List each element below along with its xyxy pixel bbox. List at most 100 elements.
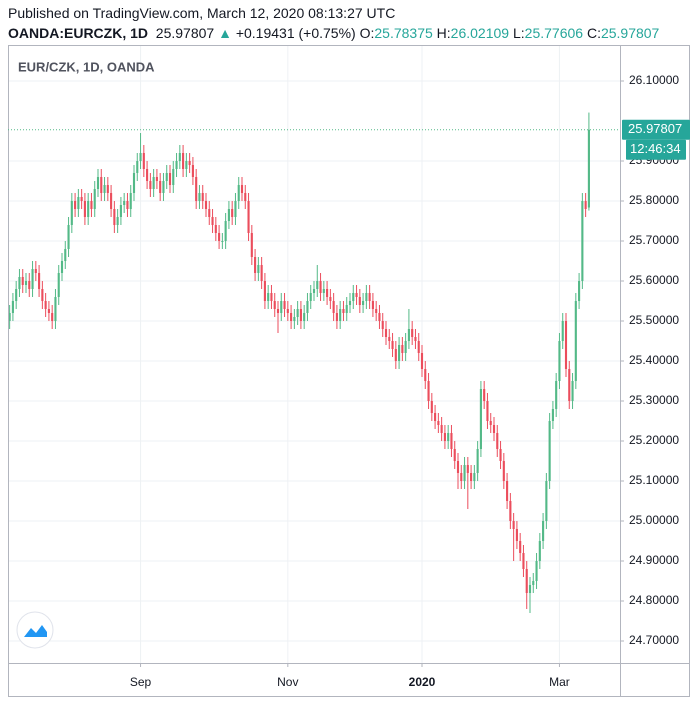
candle-body [443, 433, 446, 441]
candle-body [365, 293, 368, 301]
candle-body [54, 297, 57, 321]
candle-body [254, 257, 257, 273]
candle-body [218, 233, 221, 241]
y-tick-label: 24.80000 [629, 593, 679, 607]
candle-body [299, 309, 302, 321]
candle-body [267, 293, 270, 301]
candle-body [502, 461, 505, 481]
candle-body [142, 153, 145, 169]
y-tick-label: 25.00000 [629, 513, 679, 527]
change: +0.19431 (+0.75%) [235, 25, 356, 41]
candle-body [525, 569, 528, 593]
candle-body [276, 309, 280, 313]
candle-body [93, 189, 96, 209]
x-tick-label: Mar [549, 675, 570, 689]
candle-body [159, 181, 162, 193]
candle-body [136, 161, 139, 173]
candle-body [407, 329, 410, 341]
candle-body [126, 201, 129, 209]
candle-body [191, 165, 194, 177]
candle-body [11, 301, 14, 313]
y-tick-label: 25.40000 [629, 353, 679, 367]
candle-body [204, 201, 208, 209]
candle-body [332, 301, 335, 313]
candle-body [96, 177, 100, 189]
candle-body [83, 201, 86, 217]
candle-body [57, 273, 60, 297]
candle-body [394, 349, 397, 361]
candle-body [270, 293, 273, 301]
candle-body [21, 277, 24, 285]
candle-body [201, 193, 204, 201]
candle-body [420, 353, 424, 369]
candle-body [51, 313, 54, 321]
x-tick-label: 2020 [409, 675, 436, 689]
candle-body [211, 217, 214, 225]
y-tick-label: 25.70000 [629, 233, 679, 247]
candle-body [188, 161, 191, 165]
candle-body [198, 193, 201, 201]
candle-body [515, 529, 518, 541]
candle-body [574, 301, 577, 381]
x-tick-label: Nov [277, 675, 298, 689]
grid [8, 45, 620, 663]
candle-body [437, 421, 440, 425]
logo-shape [24, 625, 47, 637]
candle-body [506, 481, 509, 501]
y-tick-label: 25.60000 [629, 273, 679, 287]
candle-body [371, 301, 374, 309]
candle-body [558, 341, 561, 381]
candle-body [146, 169, 149, 181]
candle-body [329, 297, 332, 301]
candle-body [522, 553, 525, 569]
candle-body [113, 209, 116, 225]
candle-body [178, 153, 181, 161]
candle-body [358, 297, 361, 305]
candle-body [326, 289, 329, 297]
candle-body [542, 521, 545, 541]
candle-body [214, 225, 217, 233]
candle-body [404, 341, 407, 353]
candle-body [476, 449, 479, 473]
candle-body [434, 413, 437, 421]
candle-body [119, 205, 122, 217]
candle-body [538, 541, 541, 561]
candle-body [430, 401, 433, 413]
candle-body [388, 337, 391, 341]
last-price: 25.97807 [155, 25, 215, 41]
logo [16, 611, 54, 649]
candle-body [8, 313, 11, 321]
candle-body [453, 449, 456, 461]
candle-body [24, 281, 28, 285]
close-label: C: [586, 25, 601, 41]
candle-body [384, 329, 388, 337]
candle-body [290, 313, 293, 321]
candle-body [250, 233, 253, 257]
candle-body [208, 209, 211, 217]
candle-body [18, 277, 21, 289]
candle-body [316, 281, 319, 289]
y-tick-label: 25.50000 [629, 313, 679, 327]
candle-body [581, 201, 584, 281]
candle-body [244, 193, 247, 201]
candle-body [335, 313, 338, 321]
candle-body [447, 433, 450, 441]
candle-body [355, 293, 358, 297]
candle-body [473, 473, 476, 481]
candle-body [273, 301, 276, 309]
y-tick-label: 25.20000 [629, 433, 679, 447]
candle-body [77, 197, 80, 209]
price-label: 25.97807 [628, 121, 682, 136]
candle-body [116, 217, 119, 225]
candle-body [260, 265, 263, 281]
candle-body [391, 341, 394, 349]
candle-body [70, 201, 73, 225]
candle-body [319, 281, 322, 293]
candle-body [224, 221, 227, 241]
candle-body [486, 401, 489, 421]
candle-body [312, 289, 316, 293]
high-value: 26.02109 [450, 25, 510, 41]
candle-body [479, 389, 482, 449]
